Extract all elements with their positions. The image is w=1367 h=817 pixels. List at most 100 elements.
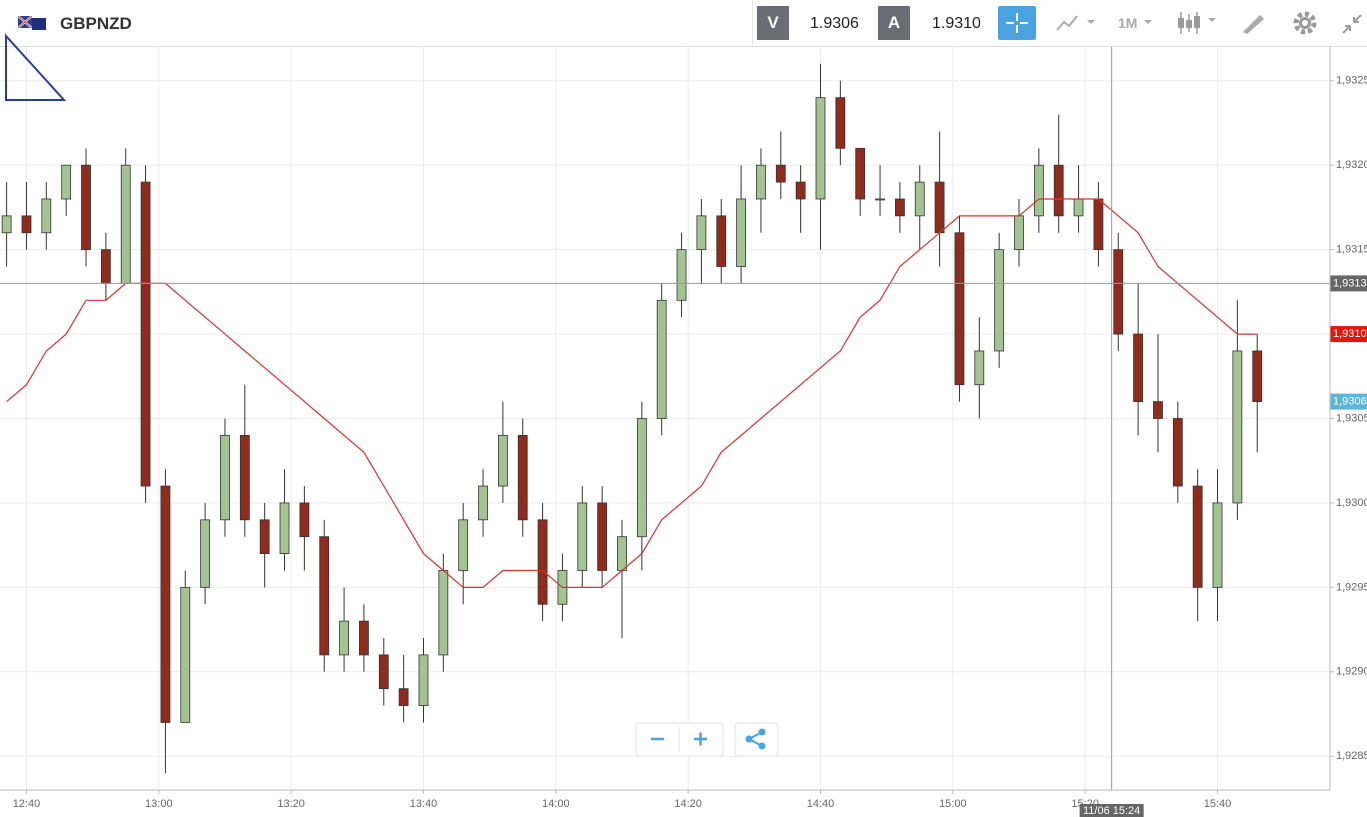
x-tick-label: 15:40 xyxy=(1204,798,1232,810)
candle-body xyxy=(160,485,171,723)
settings-button[interactable] xyxy=(1292,10,1318,36)
plot: 1,9285 1,9290 1,9295 1,9300 1,9305 1,9310 1,93… xyxy=(0,47,1367,817)
candle-body xyxy=(914,181,925,217)
y-tick-label: 1,9300 xyxy=(1336,497,1367,509)
triangle-drawing xyxy=(5,33,67,101)
y-tick-label: 1,9285 xyxy=(1336,750,1367,762)
crosshair-time: 11/06 15:24 xyxy=(1083,805,1140,817)
candle-body xyxy=(1033,164,1044,217)
x-tick-label: 12:40 xyxy=(13,798,41,810)
candle-body xyxy=(21,215,32,234)
candle-body xyxy=(517,434,528,521)
candle-body xyxy=(617,536,627,571)
candle-body xyxy=(795,181,806,200)
candle-body xyxy=(319,536,330,656)
y-tick-label: 1,9295 xyxy=(1336,581,1367,593)
timeframe-arrow xyxy=(1144,20,1152,24)
candle-body xyxy=(577,502,588,571)
timeframe[interactable]: 1M xyxy=(1118,15,1138,31)
candle-body xyxy=(299,502,310,538)
y-tick-label: 1,9290 xyxy=(1336,666,1367,678)
candle-body xyxy=(359,620,369,656)
x-tick-label: 15:00 xyxy=(939,798,967,810)
price-tag-label: 1,9310 xyxy=(1333,328,1367,340)
candle-body xyxy=(180,586,191,723)
candle-body xyxy=(478,485,488,521)
candle-body xyxy=(676,249,687,301)
y-tick-label: 1,9320 xyxy=(1336,159,1367,171)
price-tag-label: 1,9306 xyxy=(1333,396,1367,408)
candle-body xyxy=(438,570,449,656)
symbol: GBPNZD xyxy=(60,14,132,33)
candle-body xyxy=(716,215,727,267)
candle-body xyxy=(537,519,548,605)
candle-body xyxy=(1113,249,1124,335)
x-tick-label: 14:20 xyxy=(674,798,702,810)
candle-body xyxy=(656,299,667,419)
crosshair-button[interactable] xyxy=(998,6,1036,40)
candle-body xyxy=(1093,198,1104,251)
candle-body xyxy=(418,654,429,706)
candle-body xyxy=(1,215,12,234)
candle-body xyxy=(696,215,707,251)
candle-body xyxy=(398,688,409,706)
candle-body xyxy=(1153,401,1163,419)
candle-body xyxy=(458,519,469,571)
y-tick-label: 1,9305 xyxy=(1336,412,1367,424)
sell-price: 1.9306 xyxy=(810,15,859,32)
x-tick-label: 13:20 xyxy=(277,798,305,810)
y-tick-label: 1,9325 xyxy=(1336,75,1367,87)
candle-body xyxy=(120,164,131,284)
sell-button[interactable]: V xyxy=(757,6,789,40)
candle-body xyxy=(736,198,746,267)
draw-tool-button[interactable] xyxy=(1240,10,1268,36)
collapse-button[interactable] xyxy=(1340,12,1364,36)
candle-body xyxy=(378,654,389,690)
candle-body xyxy=(1192,485,1203,588)
share-button[interactable] xyxy=(745,728,766,750)
candle-body xyxy=(41,198,52,234)
candle-body xyxy=(1252,350,1263,403)
crosshair-time-tag xyxy=(1079,804,1144,817)
candle-body xyxy=(756,164,766,200)
candle-body xyxy=(775,164,786,183)
candle-body xyxy=(1133,333,1144,403)
candle-body xyxy=(855,147,866,200)
candle-body xyxy=(61,164,72,200)
candle-body xyxy=(835,97,846,149)
candle-body xyxy=(100,249,111,284)
candle-body xyxy=(1014,215,1024,251)
candle-body xyxy=(895,198,905,217)
candle-body xyxy=(1232,350,1243,504)
flag-icon xyxy=(18,16,46,30)
candle-body xyxy=(994,249,1005,352)
buy-button[interactable]: A xyxy=(878,6,910,40)
chart-type-button[interactable] xyxy=(1055,12,1100,34)
candle-body xyxy=(597,502,608,571)
toolbar: GBPNZD V 1.9306 A 1.9310 1M xyxy=(0,0,1367,47)
candle-body xyxy=(974,350,985,386)
candle-body xyxy=(954,232,965,386)
x-tick-label: 13:00 xyxy=(145,798,173,810)
candle-body xyxy=(339,620,349,656)
candle-type-button[interactable] xyxy=(1176,10,1221,36)
y-tick-label: 1,9315 xyxy=(1336,244,1367,256)
zoom-in-button[interactable] xyxy=(694,732,707,746)
x-tick-label: 14:40 xyxy=(807,798,835,810)
crosshair-price: 1,9313 xyxy=(1333,277,1367,289)
candle-body xyxy=(140,181,151,487)
crosshair-price-tag xyxy=(1330,275,1367,292)
candle-body xyxy=(934,181,945,234)
candle-body xyxy=(220,434,230,521)
candle-body xyxy=(1073,198,1084,217)
candle-body xyxy=(259,519,270,554)
x-tick-label: 14:00 xyxy=(542,798,570,810)
candle-body xyxy=(636,418,647,538)
candle-body xyxy=(875,198,885,201)
zoom-controls xyxy=(635,722,779,757)
candle-body xyxy=(200,519,211,588)
candle-body xyxy=(239,434,250,521)
candle-body xyxy=(1172,418,1183,487)
